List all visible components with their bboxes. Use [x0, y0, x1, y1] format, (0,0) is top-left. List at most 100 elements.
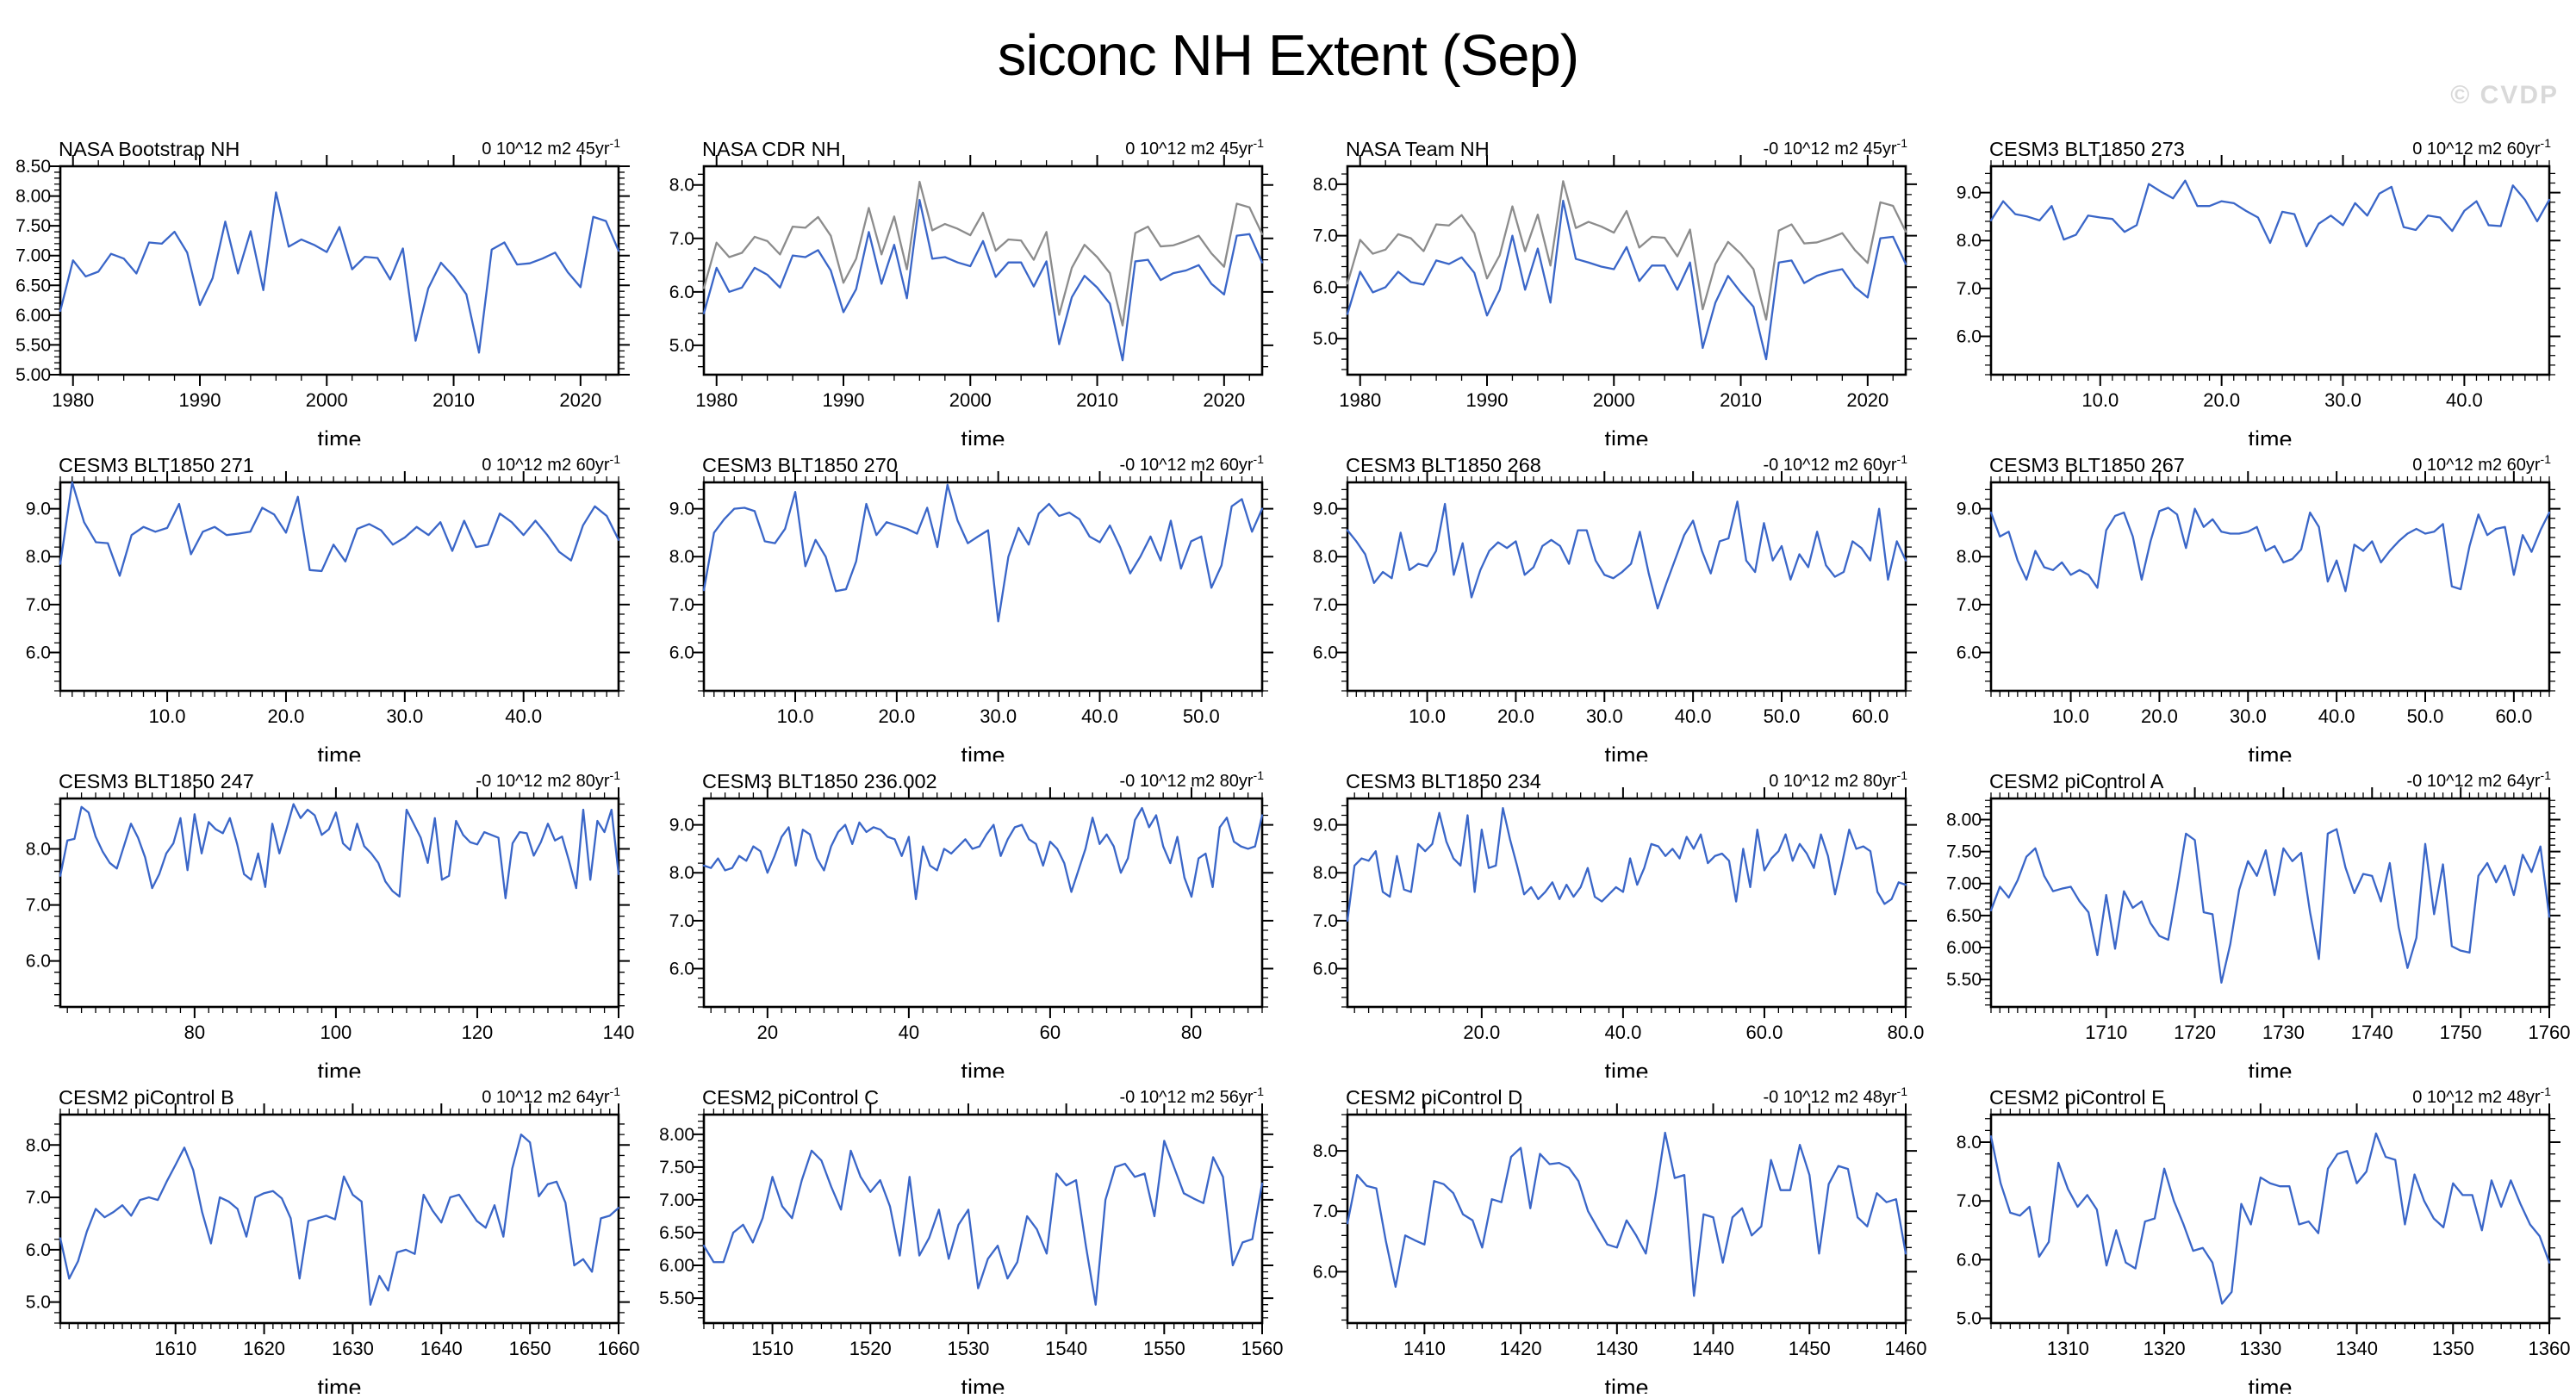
plot-frame	[59, 797, 620, 1009]
x-tick-label: 10.0	[2081, 389, 2119, 411]
y-tick-label: 6.0	[1313, 959, 1338, 979]
x-tick-label: 60	[1040, 1022, 1061, 1043]
x-tick-label: 1320	[2144, 1338, 2186, 1359]
x-tick-label: 20.0	[1463, 1022, 1500, 1043]
x-tick-label: 1450	[1789, 1338, 1831, 1359]
chart-canvas: 6.0 7.0 8.0 9.0 20 40 60 80 CESM3 BLT1850 236.00…	[669, 768, 1273, 1084]
plot-frame	[59, 1113, 620, 1325]
x-tick-label: 2020	[559, 389, 601, 411]
x-tick-label: 2010	[1076, 389, 1118, 411]
x-axis-label: time	[317, 1059, 361, 1078]
x-tick-label: 100	[320, 1022, 352, 1043]
panel-title: NASA Team NH	[1346, 138, 1490, 160]
primary-series-line	[1989, 828, 2551, 984]
x-tick-label: 1620	[243, 1338, 285, 1359]
trend-label: -0 10^12 m2 45yr-1	[1764, 136, 1908, 158]
trend-label: -0 10^12 m2 60yr-1	[1120, 452, 1265, 475]
panel-title: CESM2 piControl B	[59, 1086, 234, 1109]
cvdp-watermark: © CVDP	[2450, 81, 2559, 109]
primary-series-line	[1346, 500, 1907, 610]
x-axis-label: time	[1604, 1059, 1648, 1078]
y-tick-label: 8.0	[1313, 175, 1338, 195]
chart-canvas: 5.0 6.0 7.0 8.0 1980 1990 2000 2010 2020 NASA Tea…	[1313, 136, 1917, 452]
x-tick-label: 1980	[52, 389, 94, 411]
panels-grid: 5.00 5.50 6.00 6.50 7.00 7.50 8.00 8.50 1980 1990…	[2, 129, 2576, 1398]
x-axis-label: time	[2248, 426, 2292, 445]
y-tick-label: 7.0	[26, 595, 51, 615]
y-tick-label: 6.0	[1957, 643, 1982, 662]
y-tick-label: 6.00	[1946, 938, 1982, 958]
major-ticks	[49, 787, 630, 1018]
panel-title: NASA Bootstrap NH	[59, 138, 240, 160]
plot-frame	[702, 165, 1264, 376]
y-tick-label: 9.0	[26, 500, 51, 519]
y-tick-label: 6.0	[669, 643, 694, 662]
x-tick-label: 1980	[695, 389, 737, 411]
plot-frame	[1346, 1113, 1907, 1325]
y-tick-label: 6.0	[1957, 1250, 1982, 1270]
plot-frame	[1346, 481, 1907, 693]
y-tick-label: 7.0	[1957, 595, 1982, 615]
x-tick-label: 1340	[2336, 1338, 2378, 1359]
x-tick-label: 1660	[598, 1338, 640, 1359]
panel-cesm3-blt1850-271: 6.0 7.0 8.0 9.0 10.0 20.0 30.0 40.0 CESM3 BLT185…	[2, 445, 645, 768]
y-tick-label: 7.50	[659, 1158, 694, 1177]
x-axis-label: time	[961, 426, 1005, 445]
y-tick-label: 6.0	[669, 283, 694, 302]
panel-title: CESM3 BLT1850 270	[702, 454, 898, 476]
x-tick-label: 1730	[2262, 1022, 2305, 1043]
y-tick-label: 5.00	[16, 365, 51, 385]
x-tick-label: 1990	[823, 389, 865, 411]
major-ticks	[1336, 155, 1917, 386]
x-tick-label: 2000	[306, 389, 348, 411]
chart-canvas: 6.0 7.0 8.0 9.0 10.0 20.0 30.0 40.0 CESM3 BLT185…	[26, 452, 630, 768]
x-tick-label: 1410	[1403, 1338, 1446, 1359]
plot-frame	[59, 165, 620, 376]
primary-series-line	[702, 483, 1264, 623]
panel-title: CESM2 piControl C	[702, 1086, 879, 1109]
x-tick-label: 140	[603, 1022, 635, 1043]
x-tick-label: 1530	[947, 1338, 989, 1359]
y-tick-label: 8.0	[1313, 547, 1338, 567]
x-axis-label: time	[317, 742, 361, 761]
x-tick-label: 20	[757, 1022, 778, 1043]
y-tick-label: 6.00	[16, 306, 51, 326]
y-tick-label: 6.0	[26, 952, 51, 972]
x-tick-label: 1990	[179, 389, 221, 411]
primary-series-line	[702, 806, 1264, 900]
x-axis-label: time	[2248, 1059, 2292, 1078]
primary-series-line	[1989, 1132, 2551, 1305]
x-tick-label: 60.0	[2495, 705, 2532, 727]
x-axis-label: time	[961, 742, 1005, 761]
panel-title: CESM2 piControl A	[1989, 770, 2164, 792]
major-ticks	[693, 787, 1273, 1018]
trend-label: -0 10^12 m2 48yr-1	[1764, 1084, 1908, 1107]
y-tick-label: 7.0	[1957, 1191, 1982, 1211]
panel-title: CESM3 BLT1850 267	[1989, 454, 2185, 476]
plot-frame	[59, 481, 620, 693]
chart-canvas: 5.0 6.0 7.0 8.0 1310 1320 1330 1340 1350 1360 CESM…	[1957, 1084, 2571, 1398]
x-tick-label: 1550	[1143, 1338, 1185, 1359]
y-tick-label: 7.50	[16, 216, 51, 236]
major-ticks	[49, 155, 630, 386]
x-tick-label: 2010	[1720, 389, 1762, 411]
y-tick-label: 8.00	[659, 1125, 694, 1145]
minor-ticks	[54, 792, 625, 1013]
x-axis-label: time	[2248, 742, 2292, 761]
plot-frame	[702, 1113, 1264, 1325]
y-tick-label: 8.0	[1313, 863, 1338, 883]
y-tick-label: 6.50	[16, 276, 51, 295]
minor-ticks	[1985, 792, 2555, 1013]
y-tick-label: 5.0	[669, 336, 694, 356]
x-tick-label: 1650	[509, 1338, 551, 1359]
primary-series-line	[59, 1133, 620, 1306]
primary-series-line	[1346, 199, 1907, 361]
chart-canvas: 6.0 7.0 8.0 1410 1420 1430 1440 1450 1460 CESM2 p…	[1313, 1084, 1927, 1398]
trend-label: 0 10^12 m2 80yr-1	[1769, 768, 1907, 791]
y-tick-label: 7.00	[16, 246, 51, 266]
y-tick-label: 8.00	[16, 187, 51, 207]
x-tick-label: 80	[184, 1022, 205, 1043]
y-tick-label: 5.50	[16, 335, 51, 355]
panel-cesm3-blt1850-247: 6.0 7.0 8.0 80 100 120 140 CESM3 BLT1850 247 -0 …	[2, 761, 645, 1084]
panel-title: CESM3 BLT1850 236.002	[702, 770, 937, 792]
